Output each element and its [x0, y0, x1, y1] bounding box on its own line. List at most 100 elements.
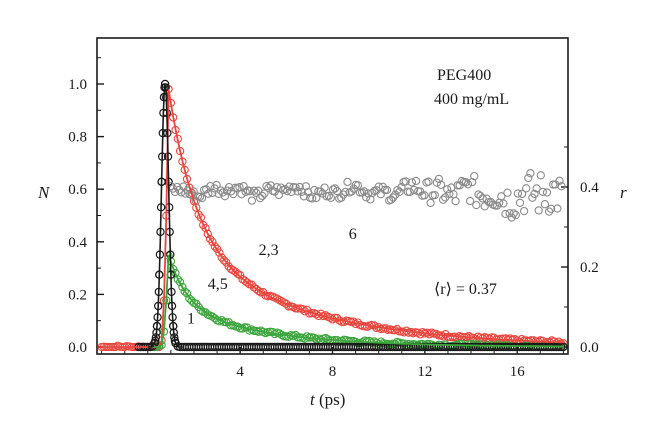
- fit-lines: [101, 83, 564, 348]
- data-point-6: [241, 187, 250, 197]
- x-tick-label: 8: [329, 364, 337, 380]
- data-point-6: [195, 192, 205, 202]
- data-point-6: [436, 180, 446, 189]
- data-point-6: [513, 189, 523, 198]
- data-point-6: [353, 181, 363, 190]
- sample-label: PEG400: [437, 67, 491, 84]
- data-point-6: [405, 187, 414, 197]
- data-point-6: [208, 188, 217, 198]
- data-point-6: [507, 213, 516, 222]
- data-point-6: [497, 192, 506, 201]
- data-point-6: [397, 183, 406, 192]
- y-left-axis-ticks: 0.0 0.2 0.4 0.6 0.8 1.0: [68, 57, 104, 356]
- data-point-6: [478, 194, 487, 203]
- data-point-2-3: [208, 237, 217, 247]
- x-tick-label: 16: [510, 364, 526, 380]
- data-point-6: [515, 198, 525, 207]
- data-point-4-5: [185, 294, 194, 303]
- data-point-6: [301, 182, 311, 191]
- data-point-6: [395, 187, 404, 196]
- y-left-tick-label: 0.0: [68, 340, 87, 356]
- mean-anisotropy-label: ⟨r⟩ = 0.37: [434, 281, 497, 298]
- data-point-6: [258, 191, 267, 201]
- data-point-6: [262, 182, 271, 191]
- data-point-6: [553, 204, 562, 213]
- data-point-6: [376, 190, 385, 199]
- data-point-6: [453, 181, 462, 190]
- series-labels: 1 4,5 2,3 6: [187, 226, 357, 327]
- data-point-6: [449, 190, 458, 199]
- data-point-2-3: [180, 165, 189, 174]
- y-left-tick-label: 0.4: [68, 235, 87, 251]
- data-point-2-3: [254, 286, 263, 296]
- data-point-6: [264, 183, 273, 193]
- data-point-6: [443, 185, 452, 194]
- data-point-6: [430, 190, 439, 200]
- y-left-axis-label: N: [37, 183, 51, 202]
- data-point-6: [276, 183, 286, 192]
- data-point-4-5: [169, 264, 178, 274]
- data-point-4-5: [196, 306, 206, 315]
- data-point-6: [438, 195, 448, 204]
- data-point-2-3: [215, 248, 224, 257]
- data-point-6: [524, 173, 533, 183]
- data-point-6: [503, 188, 512, 197]
- x-axis-label: t (ps): [310, 390, 345, 409]
- data-point-6: [382, 185, 392, 195]
- y-left-tick-label: 1.0: [68, 77, 87, 93]
- data-point-6: [465, 196, 475, 206]
- data-point-6: [170, 187, 180, 197]
- data-point-2-3: [464, 331, 473, 341]
- data-point-6: [511, 210, 520, 220]
- data-point-6: [534, 206, 543, 215]
- data-point-6: [212, 180, 221, 190]
- data-point-6: [308, 194, 317, 203]
- data-point-6: [389, 193, 398, 202]
- x-axis-label-var: t: [310, 390, 316, 409]
- y-left-tick-label: 0.2: [68, 287, 87, 303]
- data-point-6: [216, 186, 225, 195]
- data-point-6: [341, 187, 350, 197]
- y-left-tick-label: 0.6: [68, 182, 87, 198]
- data-point-6: [357, 188, 367, 197]
- data-point-6: [287, 187, 296, 197]
- x-axis-label-unit: (ps): [315, 390, 346, 409]
- data-point-6: [522, 184, 531, 193]
- data-point-6: [224, 182, 234, 192]
- series-label: 6: [349, 226, 357, 243]
- data-point-6: [468, 177, 477, 187]
- data-point-6: [393, 185, 402, 195]
- data-point-6: [362, 193, 371, 202]
- data-point-6: [426, 198, 435, 208]
- data-point-6: [424, 177, 433, 186]
- series-label: 1: [187, 310, 195, 327]
- data-point-6: [530, 189, 539, 199]
- data-point-6: [260, 189, 269, 198]
- data-point-6: [197, 193, 207, 203]
- data-point-6: [247, 196, 257, 205]
- data-point-2-3: [217, 253, 226, 262]
- data-point-4-5: [173, 275, 182, 284]
- data-point-6: [501, 209, 510, 219]
- data-point-6: [411, 176, 421, 186]
- y-right-axis-ticks: 0.0 0.2 0.4: [561, 146, 599, 356]
- data-point-6: [204, 189, 213, 198]
- y-right-axis-label: r: [620, 183, 627, 202]
- x-axis-ticks: 4 8 12 16: [101, 347, 564, 380]
- data-point-6: [526, 169, 535, 178]
- data-point-6: [330, 184, 340, 193]
- data-point-6: [536, 171, 545, 180]
- data-point-4-5: [182, 289, 192, 298]
- data-point-6: [283, 186, 292, 196]
- data-point-6: [324, 191, 333, 201]
- series-label: 4,5: [208, 276, 228, 293]
- data-point-6: [391, 190, 400, 199]
- data-point-6: [540, 200, 550, 209]
- data-point-6: [256, 193, 265, 203]
- data-point-4-5: [178, 282, 187, 292]
- data-point-4-5: [180, 287, 189, 296]
- data-point-6: [420, 191, 429, 200]
- data-point-6: [320, 183, 329, 192]
- data-point-6: [538, 187, 547, 197]
